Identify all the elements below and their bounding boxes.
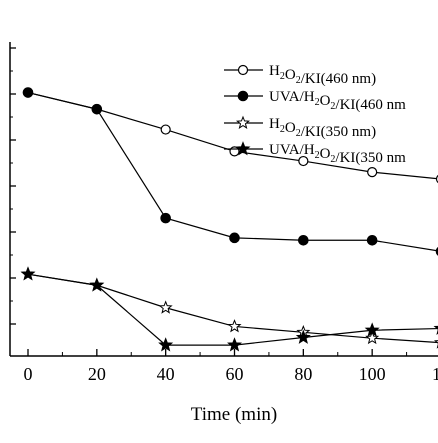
data-point [161,125,170,134]
legend-label: H2O2/KI(350 nm) [269,116,376,140]
x-tick-label: 20 [88,364,106,384]
data-point [23,88,33,98]
data-point [230,233,240,243]
legend-label: UVA/H2O2/KI(350 nm [269,142,406,166]
x-tick-label: 40 [157,364,175,384]
x-tick-label: 100 [359,364,386,384]
data-point [368,168,377,177]
data-point [229,320,240,331]
x-tick-label: 80 [294,364,312,384]
data-point [159,339,171,351]
legend-entry: H2O2/KI(460 nm) [224,63,376,87]
data-point [367,235,377,245]
data-point [228,339,240,351]
legend-marker [238,91,248,101]
data-point [160,302,171,313]
legend-label: H2O2/KI(460 nm) [269,63,376,87]
data-point [22,268,34,280]
legend-entry: UVA/H2O2/KI(460 nm [224,89,406,113]
series-line [28,274,438,345]
legend-marker [239,66,248,75]
x-tick-label: 12 [432,364,438,384]
x-tick-label: 0 [24,364,33,384]
legend: H2O2/KI(460 nm)UVA/H2O2/KI(460 nm H2O2/KI… [224,63,406,166]
x-axis-title: Time (min) [191,404,277,425]
data-point [299,235,309,245]
data-point [366,332,377,343]
data-point [92,104,102,114]
legend-marker [237,117,248,128]
legend-entry: H2O2/KI(350 nm) [224,116,376,140]
legend-label: UVA/H2O2/KI(460 nm [269,89,406,113]
x-tick-label: 60 [226,364,244,384]
data-point [161,213,171,223]
